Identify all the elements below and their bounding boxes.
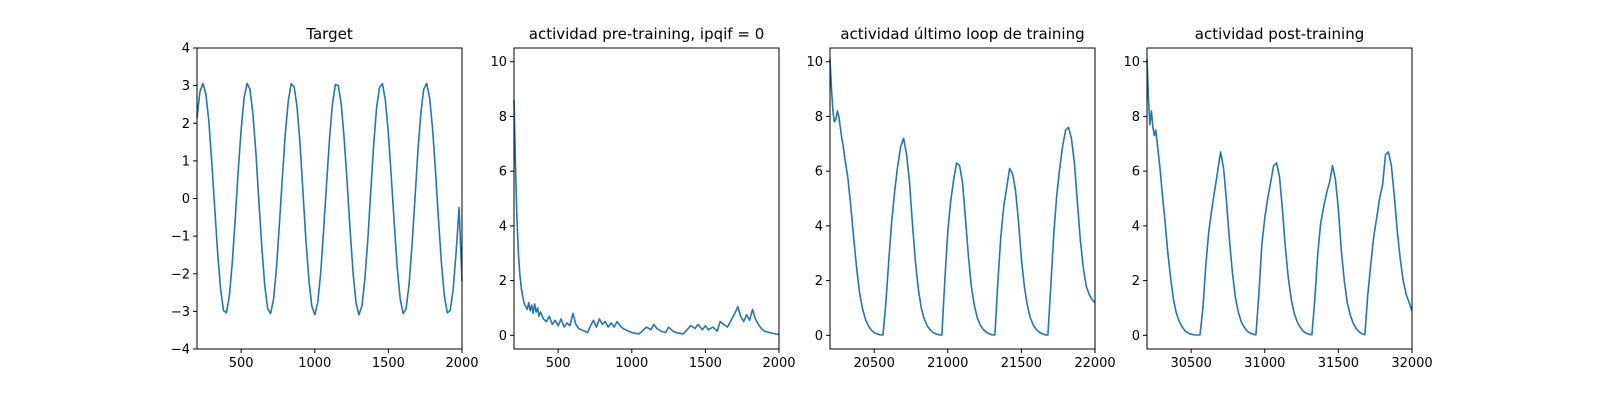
y-tick-label: 6 [499, 165, 507, 180]
x-tick-label: 500 [229, 356, 254, 371]
x-tick-label: 32000 [1391, 356, 1432, 371]
series-line-1 [196, 82, 463, 316]
y-tick-label: −4 [171, 343, 190, 358]
y-tick-label: 1 [182, 154, 190, 169]
chart-panel-4: 30500 31000 31500 32000 0 2 4 6 8 10 actividad pos… [1123, 25, 1432, 371]
y-tick-label: 0 [1132, 329, 1140, 344]
x-tick-label: 31500 [1318, 356, 1359, 371]
x-tick-label: 31000 [1244, 356, 1285, 371]
plot-frame [513, 47, 780, 350]
y-tick-label: 10 [490, 55, 507, 70]
y-tick-label: 10 [806, 55, 823, 70]
x-tick-label: 1500 [689, 356, 722, 371]
x-tick-label: 500 [546, 356, 571, 371]
y-tick-label: 2 [815, 274, 823, 289]
x-tick-label: 21500 [1001, 356, 1042, 371]
x-tick-label: 2000 [762, 356, 795, 371]
x-tick-label: 1000 [298, 356, 331, 371]
chart-title: actividad último loop de training [840, 25, 1084, 43]
chart-panel-1: 500 1000 1500 2000 −4 −3 −2 −1 0 1 2 3 4 Target [171, 25, 479, 371]
y-tick-label: 6 [1132, 165, 1140, 180]
plot-frame [1146, 47, 1413, 350]
x-tick-label: 2000 [445, 356, 478, 371]
y-tick-label: 2 [499, 274, 507, 289]
x-tick-label: 22000 [1074, 356, 1115, 371]
y-tick-label: 4 [1132, 219, 1140, 234]
chart-panel-2: 500 1000 1500 2000 0 2 4 6 8 10 actividad pre-trai… [490, 25, 795, 371]
y-tick-label: 6 [815, 165, 823, 180]
y-tick-label: 2 [1132, 274, 1140, 289]
chart-title: Target [305, 25, 353, 43]
series-line-1 [513, 99, 780, 336]
y-tick-label: 10 [1123, 55, 1140, 70]
y-tick-label: −3 [171, 305, 190, 320]
x-tick-label: 21000 [927, 356, 968, 371]
x-tick-label: 20500 [853, 356, 894, 371]
plot-frame [829, 47, 1096, 350]
series-line-1 [829, 58, 1096, 336]
y-tick-label: 8 [815, 110, 823, 125]
y-tick-label: 4 [815, 219, 823, 234]
x-tick-label: 1000 [615, 356, 648, 371]
chart-title: actividad pre-training, ipqif = 0 [529, 25, 765, 43]
y-tick-label: 4 [499, 219, 507, 234]
y-tick-label: 4 [182, 42, 190, 57]
y-tick-label: 0 [499, 329, 507, 344]
chart-title: actividad post-training [1195, 25, 1364, 43]
y-tick-label: −2 [171, 267, 190, 282]
y-tick-label: 3 [182, 79, 190, 94]
y-tick-label: 2 [182, 117, 190, 132]
y-tick-label: 0 [815, 329, 823, 344]
y-tick-label: −1 [171, 230, 190, 245]
y-tick-label: 0 [182, 192, 190, 207]
series-line-1 [1146, 58, 1413, 336]
x-tick-label: 30500 [1170, 356, 1211, 371]
chart-panel-3: 20500 21000 21500 22000 0 2 4 6 8 10 actividad últ… [806, 25, 1115, 371]
y-tick-label: 8 [499, 110, 507, 125]
y-tick-label: 8 [1132, 110, 1140, 125]
x-tick-label: 1500 [372, 356, 405, 371]
